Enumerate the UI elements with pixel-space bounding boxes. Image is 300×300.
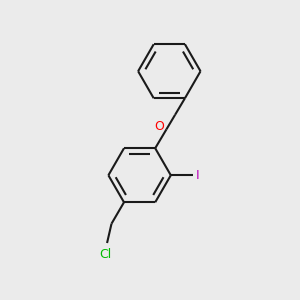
Text: Cl: Cl (99, 248, 112, 261)
Text: I: I (196, 169, 199, 182)
Text: O: O (154, 120, 164, 134)
